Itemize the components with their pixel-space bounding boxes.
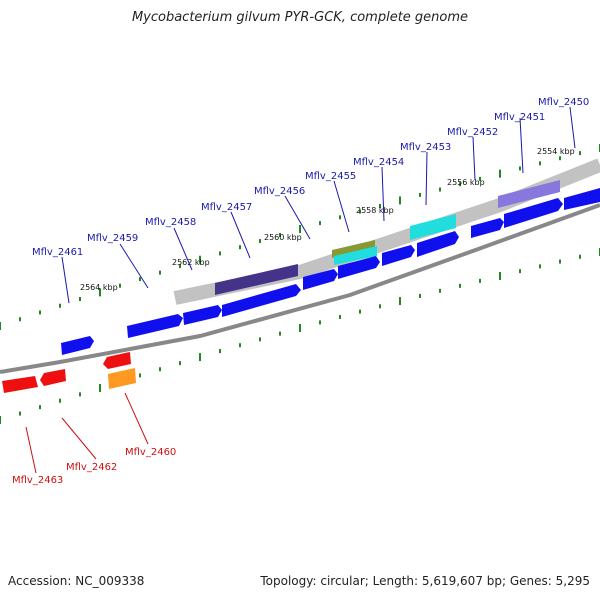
map-title: Mycobacterium gilvum PYR-GCK, complete g… (131, 10, 469, 25)
kbp-label-2556: 2556 kbp (447, 178, 485, 187)
feature-dark (215, 264, 298, 295)
gene-label-mflv-2457[interactable]: Mflv_2457 (201, 202, 252, 213)
gene-label-mflv-2455[interactable]: Mflv_2455 (305, 171, 356, 182)
gene-label-mflv-2452[interactable]: Mflv_2452 (447, 127, 498, 138)
kbp-label-2554: 2554 kbp (537, 147, 575, 156)
gene-label-mflv-2462[interactable]: Mflv_2462 (66, 462, 117, 473)
forward-gene-arrows (61, 188, 600, 355)
feature-cyan-2 (410, 214, 456, 240)
accession-info: Accession: NC_009338 (8, 574, 145, 588)
gene-label-mflv-2458[interactable]: Mflv_2458 (145, 217, 196, 228)
tick-marks (0, 144, 600, 424)
feature-olive (332, 240, 375, 258)
forward-gene-labels (61, 106, 576, 304)
kbp-label-2562: 2562 kbp (172, 258, 210, 267)
feature-purple (498, 180, 560, 208)
kbp-label-2564: 2564 kbp (80, 283, 118, 292)
gene-label-mflv-2456[interactable]: Mflv_2456 (254, 186, 305, 197)
kbp-label-2558: 2558 kbp (356, 206, 394, 215)
gene-label-mflv-2459[interactable]: Mflv_2459 (87, 233, 138, 244)
genome-backbone (0, 203, 600, 374)
gene-label-mflv-2450[interactable]: Mflv_2450 (538, 97, 589, 108)
reverse-gene-labels (25, 392, 149, 474)
kbp-label-2560: 2560 kbp (264, 233, 302, 242)
gene-label-mflv-2460[interactable]: Mflv_2460 (125, 447, 176, 458)
gene-label-mflv-2451[interactable]: Mflv_2451 (494, 112, 545, 123)
gene-label-mflv-2453[interactable]: Mflv_2453 (400, 142, 451, 153)
topology-summary: Topology: circular; Length: 5,619,607 bp… (260, 574, 590, 588)
reverse-gene-arrows (2, 352, 136, 393)
gene-label-mflv-2454[interactable]: Mflv_2454 (353, 157, 404, 168)
feature-cyan-1 (334, 246, 377, 265)
gene-label-mflv-2463[interactable]: Mflv_2463 (12, 475, 63, 486)
gene-label-mflv-2461[interactable]: Mflv_2461 (32, 247, 83, 258)
